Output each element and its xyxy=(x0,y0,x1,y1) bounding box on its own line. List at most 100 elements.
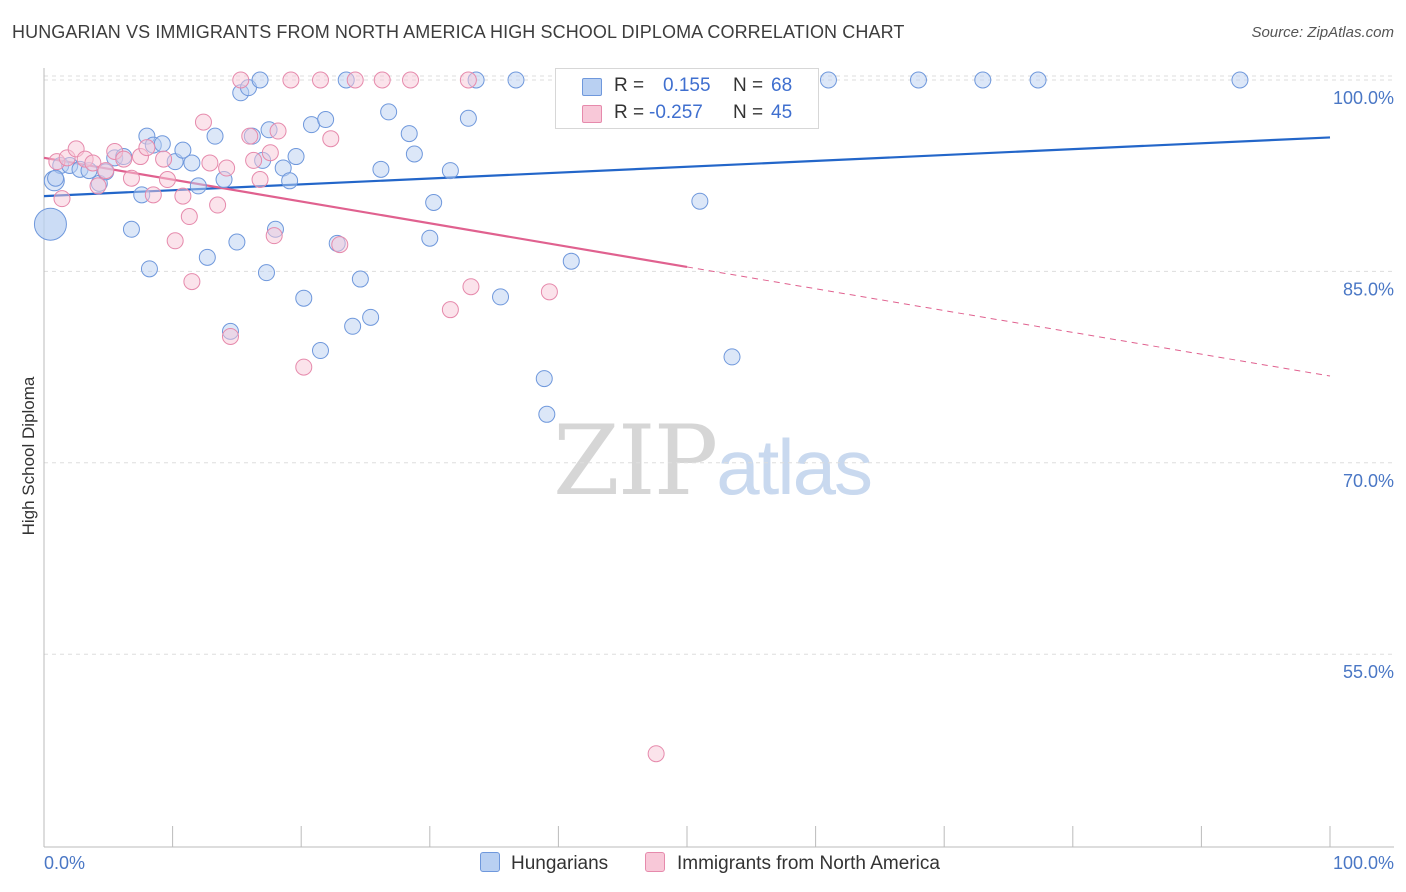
point-hungarians xyxy=(351,270,369,288)
point-hungarians xyxy=(281,172,299,190)
point-hungarians xyxy=(228,233,246,251)
watermark: ZIPatlas xyxy=(553,405,873,517)
point-hungarians xyxy=(372,160,390,178)
legend-r-value: -0.257 xyxy=(649,102,703,123)
point-hungarians xyxy=(189,177,207,195)
point-hungarians xyxy=(1231,71,1249,89)
point-immigrants xyxy=(144,186,162,204)
point-immigrants xyxy=(201,154,219,172)
legend-n-label: N = xyxy=(733,75,764,96)
legend-r-label: R = xyxy=(614,102,645,123)
point-immigrants xyxy=(346,71,364,89)
point-hungarians xyxy=(441,162,459,180)
point-immigrants xyxy=(462,278,480,296)
x-tick-label: 100.0% xyxy=(1333,853,1394,873)
point-hungarians xyxy=(153,135,171,153)
point-immigrants xyxy=(84,154,102,172)
y-tick-label: 70.0% xyxy=(1343,471,1394,491)
points-layer xyxy=(33,71,1249,763)
watermark-zip: ZIP xyxy=(553,405,718,517)
point-hungarians xyxy=(311,342,329,360)
point-immigrants xyxy=(540,283,558,301)
legend-r-label: R = xyxy=(614,75,645,96)
y-tick-label: 85.0% xyxy=(1343,279,1394,299)
point-hungarians xyxy=(47,169,65,187)
point-hungarians xyxy=(251,71,269,89)
point-hungarians xyxy=(302,116,320,134)
point-immigrants xyxy=(53,190,71,208)
point-hungarians xyxy=(562,252,580,270)
point-hungarians xyxy=(535,370,553,388)
point-immigrants xyxy=(97,162,115,180)
legend-label-immigrants: Immigrants from North America xyxy=(677,853,940,874)
point-hungarians xyxy=(380,103,398,121)
legend-row-hungarians: R = 0.155 N = 68 xyxy=(556,75,818,101)
point-hungarians xyxy=(122,220,140,238)
point-immigrants xyxy=(232,71,250,89)
point-immigrants xyxy=(166,232,184,250)
legend-label-hungarians: Hungarians xyxy=(511,853,609,874)
point-hungarians xyxy=(691,192,709,210)
legend-swatch-blue xyxy=(582,78,602,96)
point-immigrants xyxy=(647,745,665,763)
legend-r-value: 0.155 xyxy=(663,75,711,96)
y-axis-label: High School Diploma xyxy=(19,376,38,535)
point-immigrants xyxy=(245,151,263,169)
legend-n-label: N = xyxy=(733,102,764,123)
point-immigrants xyxy=(155,150,173,168)
point-immigrants xyxy=(373,71,391,89)
legend-swatch-hungarians xyxy=(480,852,500,872)
axis-layer: 55.0% 70.0% 85.0% 100.0% 0.0% 100.0% xyxy=(43,68,1394,873)
legend-swatch-immigrants xyxy=(645,852,665,872)
point-hungarians xyxy=(459,109,477,127)
point-hungarians xyxy=(257,264,275,282)
point-immigrants xyxy=(261,144,279,162)
point-immigrants xyxy=(322,130,340,148)
point-immigrants xyxy=(221,327,239,345)
point-hungarians xyxy=(33,207,67,241)
point-hungarians xyxy=(206,127,224,145)
point-hungarians xyxy=(174,141,192,159)
point-immigrants xyxy=(251,171,269,189)
point-immigrants xyxy=(459,71,477,89)
point-hungarians xyxy=(400,125,418,143)
trend-line-hungarians xyxy=(43,136,1331,198)
point-immigrants xyxy=(311,71,329,89)
point-immigrants xyxy=(441,301,459,319)
point-immigrants xyxy=(402,71,420,89)
point-immigrants xyxy=(194,113,212,131)
point-immigrants xyxy=(183,273,201,291)
point-immigrants xyxy=(331,236,349,254)
point-hungarians xyxy=(819,71,837,89)
point-hungarians xyxy=(317,111,335,129)
point-hungarians xyxy=(1029,71,1047,89)
legend-n-value: 68 xyxy=(771,75,793,96)
stats-legend: R = 0.155 N = 68 R = -0.257 N = 45 xyxy=(555,68,819,129)
point-hungarians xyxy=(507,71,525,89)
point-immigrants xyxy=(138,139,156,157)
point-hungarians xyxy=(287,148,305,166)
chart-title: HUNGARIAN VS IMMIGRANTS FROM NORTH AMERI… xyxy=(12,22,905,42)
point-hungarians xyxy=(538,405,556,423)
point-hungarians xyxy=(425,193,443,211)
point-immigrants xyxy=(174,187,192,205)
point-hungarians xyxy=(183,154,201,172)
trend-line-immigrants-extrapolated xyxy=(686,266,1331,377)
point-immigrants xyxy=(209,196,227,214)
point-hungarians xyxy=(723,348,741,366)
x-tick-label: 0.0% xyxy=(44,853,85,873)
point-immigrants xyxy=(269,122,287,140)
point-hungarians xyxy=(421,229,439,247)
point-hungarians xyxy=(974,71,992,89)
point-hungarians xyxy=(140,260,158,278)
point-hungarians xyxy=(362,308,380,326)
point-hungarians xyxy=(492,288,510,306)
point-immigrants xyxy=(218,159,236,177)
point-immigrants xyxy=(158,171,176,189)
point-hungarians xyxy=(909,71,927,89)
point-hungarians xyxy=(405,145,423,163)
point-immigrants xyxy=(180,208,198,226)
legend-row-immigrants: R = -0.257 N = 45 xyxy=(556,102,818,128)
series-legend: Hungarians Immigrants from North America xyxy=(0,850,1406,880)
